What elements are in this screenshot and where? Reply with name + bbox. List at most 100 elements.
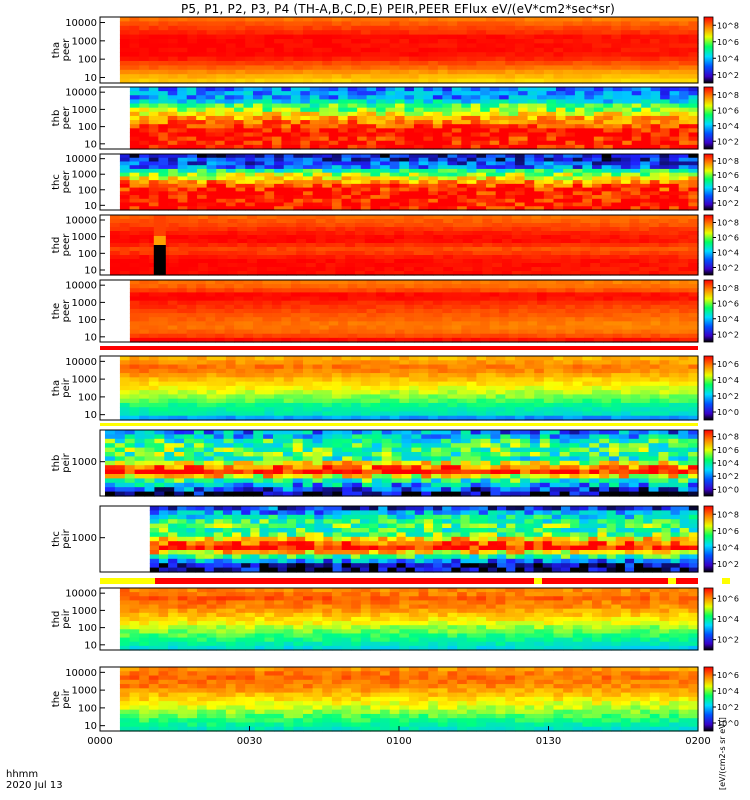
heatmap-cell [235, 74, 246, 80]
heatmap-cell [188, 219, 199, 224]
heatmap-cell [139, 132, 150, 138]
heatmap-cell [612, 292, 623, 298]
heatmap-cell [187, 17, 198, 22]
heatmap-cell [380, 172, 391, 177]
heatmap-cell [451, 136, 462, 142]
heatmap-cell [442, 308, 453, 314]
heatmap-cell [245, 206, 256, 211]
heatmap-cell [341, 30, 352, 36]
heatmap-cell [205, 91, 216, 96]
heatmap-cell [546, 115, 557, 121]
heatmap-cell [215, 292, 226, 298]
heatmap-cell [630, 202, 641, 207]
heatmap-cell [167, 91, 178, 96]
heatmap-cell [472, 215, 483, 220]
heatmap-cell [639, 231, 650, 236]
heatmap-cell [447, 52, 458, 58]
heatmap-cell [580, 227, 591, 232]
heatmap-cell [384, 243, 395, 248]
heatmap-cell [357, 288, 368, 293]
heatmap-cell [572, 61, 583, 66]
heatmap-cell [389, 168, 400, 174]
heatmap-cell [309, 128, 320, 134]
heatmap-cell [139, 111, 150, 117]
heatmap-cell [603, 111, 614, 117]
heatmap-cell [215, 329, 226, 335]
heatmap-cell [235, 69, 246, 75]
heatmap-cell [476, 168, 487, 174]
heatmap-cell [300, 111, 311, 117]
heatmap-cell [572, 187, 583, 192]
heatmap-cell [570, 215, 581, 220]
heatmap-cell [129, 157, 140, 163]
heatmap-cell [669, 61, 680, 66]
heatmap-cell [215, 313, 226, 318]
heatmap-cell [570, 223, 581, 228]
heatmap-cell [447, 356, 458, 361]
heatmap-cell [688, 168, 699, 174]
heatmap-cell [129, 120, 140, 125]
heatmap-cell [357, 107, 368, 113]
heatmap-cell [395, 91, 406, 96]
heatmap-cell [243, 136, 254, 142]
heatmap-cell [380, 52, 391, 58]
heatmap-cell [649, 43, 661, 49]
heatmap-cell [688, 271, 699, 276]
heatmap-cell [457, 161, 468, 166]
heatmap-cell [302, 161, 314, 166]
heatmap-cell [225, 56, 237, 62]
heatmap-cell [129, 227, 140, 232]
heatmap-cell [593, 87, 604, 92]
heatmap-cell [466, 198, 477, 204]
heatmap-cell [302, 206, 314, 211]
y-tick-label: 10000 [65, 154, 97, 165]
heatmap-cell [264, 78, 275, 84]
heatmap-cell [389, 78, 400, 84]
heatmap-cell [521, 255, 532, 260]
heatmap-cell [470, 128, 481, 134]
heatmap-cell [418, 172, 429, 177]
heatmap-cell [563, 52, 574, 58]
heatmap-cell [418, 198, 429, 204]
heatmap-cell [139, 128, 150, 134]
heatmap-cell [649, 231, 660, 236]
heatmap-cell [315, 215, 327, 220]
heatmap-cell [563, 168, 574, 174]
heatmap-cell [315, 251, 327, 256]
heatmap-cell [254, 368, 266, 374]
heatmap-cell [418, 360, 429, 366]
heatmap-cell [630, 161, 641, 166]
heatmap-cell [129, 128, 140, 134]
heatmap-cell [408, 34, 420, 40]
heatmap-cell [553, 172, 564, 177]
heatmap-cell [158, 136, 169, 142]
heatmap-cell [245, 69, 256, 75]
heatmap-cell [274, 74, 285, 80]
heatmap-cell [354, 255, 366, 260]
heatmap-cell [129, 337, 140, 343]
heatmap-cell [492, 223, 503, 228]
heatmap-cell [601, 198, 612, 204]
heatmap-cell [619, 255, 630, 260]
heatmap-cell [139, 247, 150, 252]
heatmap-cell [472, 251, 483, 256]
heatmap-cell [649, 235, 660, 240]
heatmap-cell [423, 136, 434, 142]
heatmap-cell [499, 103, 510, 109]
heatmap-cell [274, 198, 285, 204]
heatmap-cell [188, 243, 199, 248]
heatmap-cell [553, 43, 564, 49]
heatmap-cell [563, 47, 574, 53]
heatmap-cell [252, 132, 264, 138]
heatmap-cell [612, 284, 623, 289]
heatmap-cell [640, 78, 651, 84]
heatmap-cell [235, 198, 246, 204]
heatmap-cell [302, 65, 314, 71]
heatmap-cell [283, 65, 294, 71]
heatmap-cell [601, 206, 612, 211]
heatmap-cell [234, 288, 245, 293]
heatmap-cell [565, 308, 576, 314]
heatmap-cell [413, 337, 425, 343]
heatmap-cell [433, 223, 444, 228]
heatmap-cell [315, 239, 327, 244]
